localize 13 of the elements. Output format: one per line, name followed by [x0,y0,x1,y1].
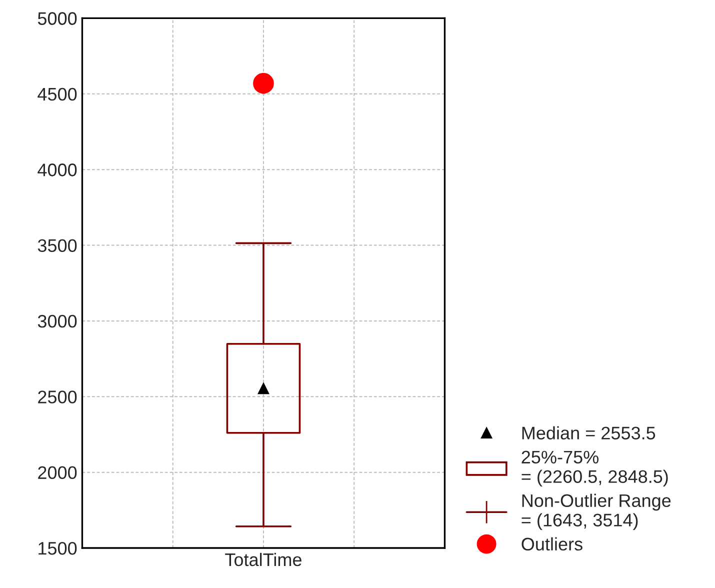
y-tick-label: 2000 [38,466,77,480]
y-tick-label: 4500 [38,88,77,101]
y-tick-label: 5000 [38,12,77,25]
y-tick-label: 1500 [38,542,77,555]
x-tick-label: TotalTime [225,552,302,566]
text: Median = 2553.5 [522,426,656,440]
text: 25%-75% = (2260.5, 2848.5) [522,450,668,487]
y-tick-label: 4000 [38,164,77,176]
y-tick-label: 3000 [38,314,77,328]
y-tick-label: 2500 [38,390,77,404]
text: Outliers [522,537,582,551]
y-tick-label: 3500 [38,239,77,252]
text: Non-Outlier Range = (1643, 3514) [522,494,671,530]
